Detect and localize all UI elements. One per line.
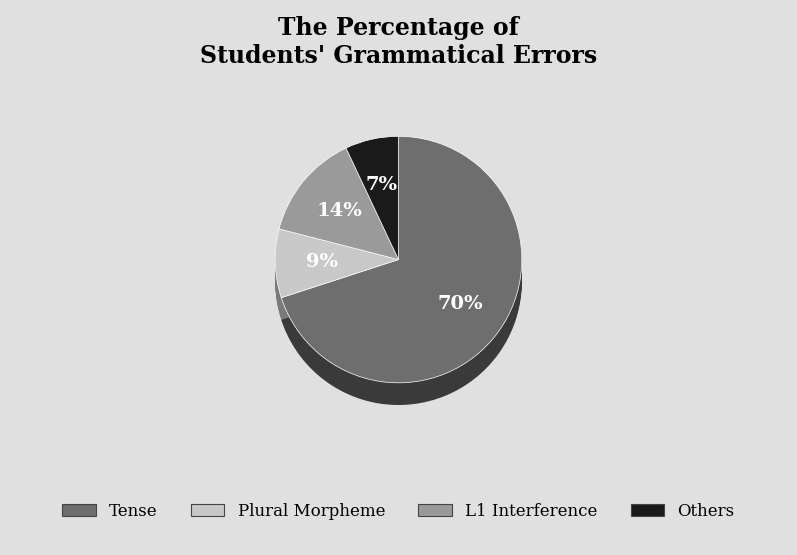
Wedge shape [346, 155, 398, 279]
Wedge shape [275, 251, 398, 320]
Wedge shape [281, 143, 522, 390]
Wedge shape [281, 152, 522, 398]
Title: The Percentage of
Students' Grammatical Errors: The Percentage of Students' Grammatical … [200, 16, 597, 68]
Wedge shape [281, 151, 522, 397]
Wedge shape [281, 137, 522, 383]
Wedge shape [346, 138, 398, 261]
Wedge shape [275, 236, 398, 305]
Wedge shape [279, 153, 398, 264]
Wedge shape [279, 162, 398, 273]
Wedge shape [279, 159, 398, 271]
Wedge shape [346, 149, 398, 272]
Wedge shape [281, 153, 522, 400]
Wedge shape [275, 249, 398, 317]
Wedge shape [275, 241, 398, 310]
Wedge shape [275, 229, 398, 297]
Wedge shape [279, 149, 398, 261]
Wedge shape [275, 234, 398, 303]
Wedge shape [346, 147, 398, 270]
Wedge shape [346, 158, 398, 281]
Wedge shape [279, 150, 398, 262]
Wedge shape [346, 139, 398, 262]
Wedge shape [281, 154, 522, 401]
Wedge shape [346, 153, 398, 276]
Wedge shape [281, 155, 522, 402]
Wedge shape [281, 150, 522, 396]
Wedge shape [279, 158, 398, 270]
Wedge shape [275, 242, 398, 311]
Wedge shape [346, 154, 398, 278]
Wedge shape [275, 235, 398, 304]
Text: 14%: 14% [316, 202, 363, 220]
Wedge shape [275, 243, 398, 312]
Wedge shape [346, 142, 398, 265]
Wedge shape [281, 144, 522, 391]
Wedge shape [279, 165, 398, 276]
Wedge shape [281, 158, 522, 404]
Wedge shape [281, 157, 522, 403]
Wedge shape [279, 164, 398, 275]
Wedge shape [346, 148, 398, 271]
Wedge shape [281, 149, 522, 395]
Wedge shape [279, 155, 398, 266]
Wedge shape [275, 250, 398, 319]
Wedge shape [275, 230, 398, 299]
Wedge shape [279, 152, 398, 263]
Wedge shape [275, 246, 398, 315]
Wedge shape [346, 144, 398, 268]
Wedge shape [346, 143, 398, 266]
Wedge shape [346, 150, 398, 273]
Wedge shape [275, 240, 398, 309]
Wedge shape [279, 148, 398, 260]
Wedge shape [281, 145, 522, 392]
Wedge shape [346, 141, 398, 264]
Wedge shape [281, 140, 522, 386]
Wedge shape [346, 152, 398, 275]
Text: 9%: 9% [306, 253, 338, 271]
Wedge shape [346, 151, 398, 274]
Wedge shape [346, 159, 398, 282]
Wedge shape [275, 238, 398, 306]
Wedge shape [279, 160, 398, 272]
Wedge shape [275, 233, 398, 302]
Legend: Tense, Plural Morpheme, L1 Interference, Others: Tense, Plural Morpheme, L1 Interference,… [56, 497, 741, 527]
Wedge shape [279, 166, 398, 278]
Wedge shape [281, 159, 522, 405]
Wedge shape [275, 248, 398, 316]
Wedge shape [281, 141, 522, 387]
Wedge shape [279, 163, 398, 274]
Wedge shape [275, 245, 398, 314]
Wedge shape [275, 231, 398, 300]
Wedge shape [279, 167, 398, 279]
Wedge shape [279, 169, 398, 281]
Wedge shape [281, 147, 522, 393]
Wedge shape [281, 142, 522, 388]
Wedge shape [281, 148, 522, 394]
Wedge shape [346, 137, 398, 260]
Wedge shape [275, 232, 398, 301]
Text: 7%: 7% [366, 176, 398, 194]
Wedge shape [279, 156, 398, 268]
Wedge shape [346, 145, 398, 269]
Wedge shape [281, 139, 522, 385]
Wedge shape [346, 140, 398, 263]
Text: 70%: 70% [438, 295, 483, 314]
Wedge shape [279, 168, 398, 280]
Wedge shape [346, 157, 398, 280]
Wedge shape [281, 138, 522, 384]
Wedge shape [279, 157, 398, 269]
Wedge shape [279, 170, 398, 282]
Wedge shape [279, 154, 398, 265]
Wedge shape [275, 244, 398, 313]
Wedge shape [275, 239, 398, 307]
